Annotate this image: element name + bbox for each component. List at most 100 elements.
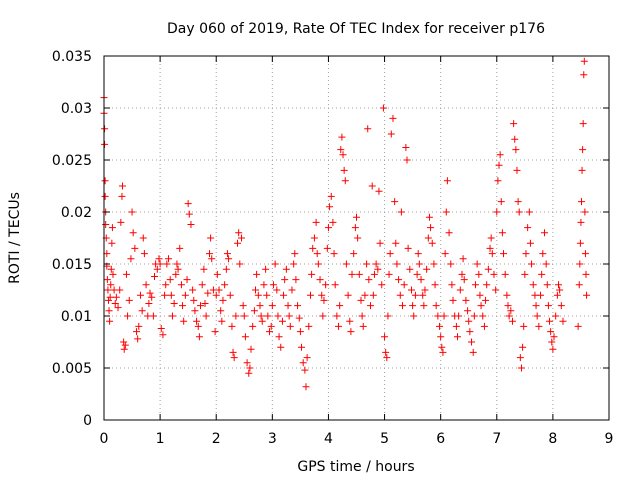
data-point (439, 348, 447, 356)
data-point (543, 281, 551, 289)
data-point (159, 331, 167, 339)
data-point (240, 312, 248, 320)
data-point (193, 317, 201, 325)
data-point (262, 265, 270, 273)
data-point (421, 286, 429, 294)
data-point (427, 224, 435, 232)
data-point (447, 260, 455, 268)
data-point (316, 276, 324, 284)
data-point (134, 335, 142, 343)
data-point (579, 146, 587, 154)
data-point (155, 255, 163, 263)
data-point (225, 255, 233, 263)
data-point (274, 312, 282, 320)
data-point (215, 286, 223, 294)
y-tick-label: 0.015 (52, 257, 92, 273)
data-point (128, 208, 136, 216)
data-point (142, 281, 150, 289)
data-point (575, 281, 583, 289)
x-tick-label: 0 (100, 431, 109, 447)
data-point (406, 265, 414, 273)
data-point (228, 322, 236, 330)
data-point (428, 239, 436, 247)
data-point (487, 234, 495, 242)
data-point (459, 255, 467, 263)
data-point (120, 345, 128, 353)
data-point (493, 208, 501, 216)
data-point (540, 229, 548, 237)
data-point (122, 270, 130, 278)
data-point (112, 293, 120, 301)
data-point (288, 286, 296, 294)
data-point (396, 291, 404, 299)
data-point (350, 250, 358, 258)
data-point (320, 296, 328, 304)
data-point (415, 260, 423, 268)
data-point (101, 125, 109, 133)
data-point (456, 286, 464, 294)
data-point (101, 140, 109, 148)
data-point (168, 312, 176, 320)
data-point (338, 133, 346, 141)
data-point (578, 198, 586, 206)
data-point (468, 338, 476, 346)
chart-title: Day 060 of 2019, Rate Of TEC Index for r… (167, 21, 545, 37)
data-point (370, 270, 378, 278)
y-tick-label: 0.025 (52, 153, 92, 169)
data-point (510, 120, 518, 128)
data-point (101, 177, 109, 185)
data-point (167, 291, 175, 299)
data-point (424, 234, 432, 242)
data-point (239, 302, 247, 310)
data-point (138, 307, 146, 315)
data-point (490, 270, 498, 278)
data-point (310, 234, 318, 242)
data-point (411, 291, 419, 299)
data-point (173, 260, 181, 268)
data-point (515, 208, 523, 216)
data-point (275, 333, 283, 341)
data-point (268, 302, 276, 310)
data-point (355, 270, 363, 278)
data-point (230, 354, 238, 362)
data-point (470, 312, 478, 320)
data-point (538, 270, 546, 278)
data-point (236, 260, 244, 268)
data-point (140, 250, 148, 258)
data-point (539, 250, 547, 258)
data-point (437, 333, 445, 341)
data-point (413, 270, 421, 278)
data-point (514, 198, 522, 206)
data-point (258, 317, 266, 325)
data-points (100, 57, 591, 391)
data-point (253, 270, 261, 278)
data-point (183, 276, 191, 284)
data-point (129, 229, 137, 237)
data-point (226, 291, 234, 299)
data-point (500, 250, 508, 258)
data-point (114, 304, 122, 312)
data-point (176, 244, 184, 252)
data-point (194, 322, 202, 330)
data-point (577, 218, 585, 226)
data-point (257, 312, 265, 320)
data-point (496, 151, 504, 159)
data-point (245, 369, 253, 377)
data-point (331, 281, 339, 289)
data-point (324, 224, 332, 232)
data-point (264, 312, 272, 320)
data-point (574, 322, 582, 330)
data-point (393, 260, 401, 268)
data-point (329, 218, 337, 226)
x-tick-label: 4 (324, 431, 333, 447)
data-point (232, 312, 240, 320)
data-point (484, 265, 492, 273)
data-point (557, 302, 565, 310)
data-point (322, 281, 330, 289)
data-point (455, 312, 463, 320)
data-point (341, 177, 349, 185)
data-point (438, 343, 446, 351)
data-point (212, 291, 220, 299)
data-point (582, 270, 590, 278)
data-point (133, 328, 141, 336)
